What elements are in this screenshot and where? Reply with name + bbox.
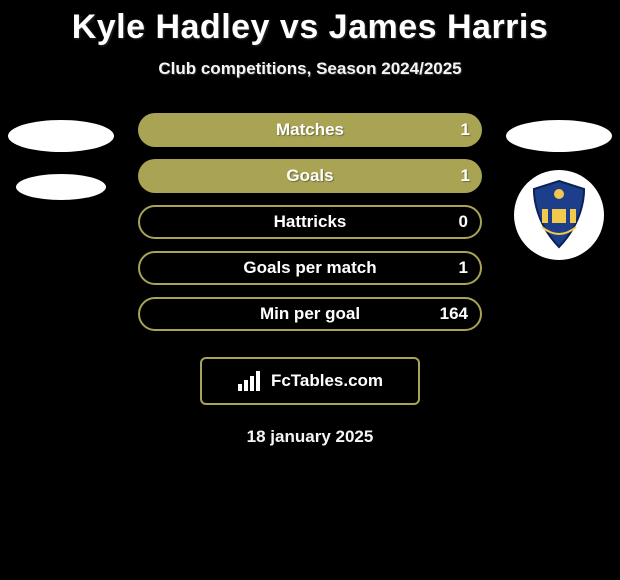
stat-value-right: 0	[459, 212, 468, 232]
stat-value-right: 1	[461, 166, 470, 186]
page-title: Kyle Hadley vs James Harris	[72, 8, 549, 47]
brand-box[interactable]: FcTables.com	[200, 357, 420, 405]
stat-label: Goals per match	[243, 258, 376, 278]
stats-list: Matches 1 Goals 1 Hattricks 0 Goals per match 1…	[138, 113, 482, 331]
stat-value-right: 1	[459, 258, 468, 278]
stat-label: Min per goal	[260, 304, 360, 324]
date-label: 18 january 2025	[247, 427, 374, 447]
bar-chart-icon	[237, 370, 263, 392]
stat-row: Goals 1	[138, 159, 482, 193]
page-subtitle: Club competitions, Season 2024/2025	[158, 59, 461, 79]
club-badge-icon	[514, 170, 604, 260]
player-right-avatar	[504, 120, 614, 260]
player-left-avatar	[6, 120, 116, 200]
stat-row: Goals per match 1	[138, 251, 482, 285]
avatar-placeholder-icon	[506, 120, 612, 152]
stat-value-right: 164	[440, 304, 468, 324]
stat-label: Matches	[276, 120, 344, 140]
avatar-placeholder-icon	[8, 120, 114, 152]
stat-label: Hattricks	[274, 212, 347, 232]
stat-label: Goals	[286, 166, 333, 186]
stat-row: Min per goal 164	[138, 297, 482, 331]
club-placeholder-icon	[16, 174, 106, 200]
brand-label: FcTables.com	[271, 371, 383, 391]
stat-value-right: 1	[461, 120, 470, 140]
stat-row: Hattricks 0	[138, 205, 482, 239]
comparison-card: Kyle Hadley vs James Harris Club competi…	[0, 0, 620, 580]
stat-row: Matches 1	[138, 113, 482, 147]
